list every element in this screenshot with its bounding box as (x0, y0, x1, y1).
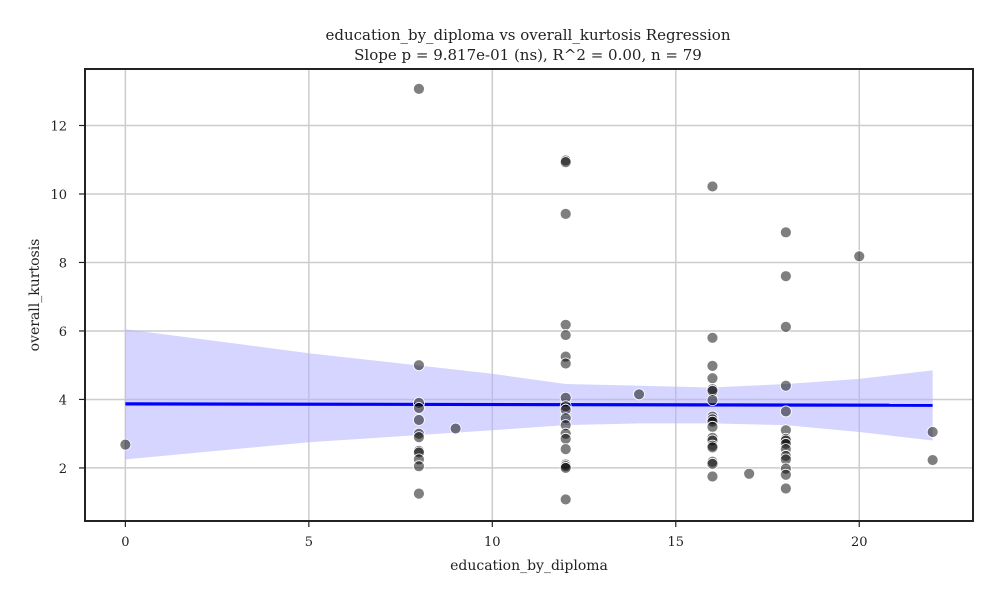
data-point (559, 156, 572, 169)
x-tick-label: 10 (484, 535, 501, 550)
data-point (449, 422, 462, 435)
data-point (926, 426, 939, 438)
data-point (413, 359, 425, 372)
x-axis-label: education_by_diploma (450, 558, 608, 574)
data-point (413, 460, 425, 473)
plot-frame (84, 68, 974, 522)
y-tick-label: 8 (59, 256, 67, 271)
data-point (926, 454, 939, 466)
x-tick-label: 5 (305, 535, 313, 550)
data-point (779, 482, 792, 495)
data-point (779, 320, 792, 333)
data-point (779, 379, 792, 392)
data-point (559, 207, 572, 220)
x-tick-label: 0 (121, 535, 129, 550)
data-point (779, 226, 792, 239)
data-point (119, 438, 132, 451)
data-point (559, 432, 572, 445)
chart-subtitle: Slope p = 9.817e-01 (ns), R^2 = 0.00, n … (354, 46, 702, 64)
data-point (706, 372, 719, 385)
confidence-band-layer (125, 329, 933, 460)
data-point (706, 457, 719, 470)
x-tick-label: 20 (851, 535, 868, 550)
data-point (633, 388, 645, 401)
x-axis-ticks: 0 5 10 15 20 (121, 521, 868, 550)
data-point (559, 443, 572, 455)
y-tick-label: 12 (50, 120, 67, 135)
data-point (779, 270, 792, 283)
data-point (853, 250, 866, 263)
data-point (706, 470, 719, 483)
data-point (743, 467, 756, 480)
y-tick-label: 10 (50, 188, 67, 203)
data-point (706, 359, 719, 372)
data-point (559, 329, 572, 341)
y-tick-label: 6 (59, 325, 67, 340)
data-point (559, 357, 572, 370)
data-point (706, 420, 719, 433)
data-point (779, 405, 792, 418)
y-tick-label: 4 (59, 393, 67, 408)
scatter-points (119, 82, 939, 506)
confidence-band (125, 329, 933, 460)
data-point (413, 431, 425, 444)
data-point (706, 441, 719, 454)
data-point (413, 414, 425, 426)
data-point (559, 493, 572, 506)
regression-line (125, 402, 933, 407)
data-point (706, 394, 719, 407)
y-tick-label: 2 (59, 462, 67, 477)
chart-title: education_by_diploma vs overall_kurtosis… (325, 26, 730, 44)
data-point (413, 82, 425, 95)
data-point (706, 180, 719, 193)
data-point (706, 331, 719, 344)
y-axis-ticks: 2 4 6 8 10 12 (50, 120, 85, 477)
data-point (559, 462, 572, 474)
grid (85, 69, 973, 521)
data-point (413, 487, 425, 500)
y-axis-label: overall_kurtosis (27, 239, 43, 352)
data-point (559, 318, 572, 331)
x-tick-label: 15 (668, 535, 685, 550)
data-point (779, 468, 792, 481)
regression-line-layer (125, 402, 933, 407)
data-point (413, 402, 425, 414)
